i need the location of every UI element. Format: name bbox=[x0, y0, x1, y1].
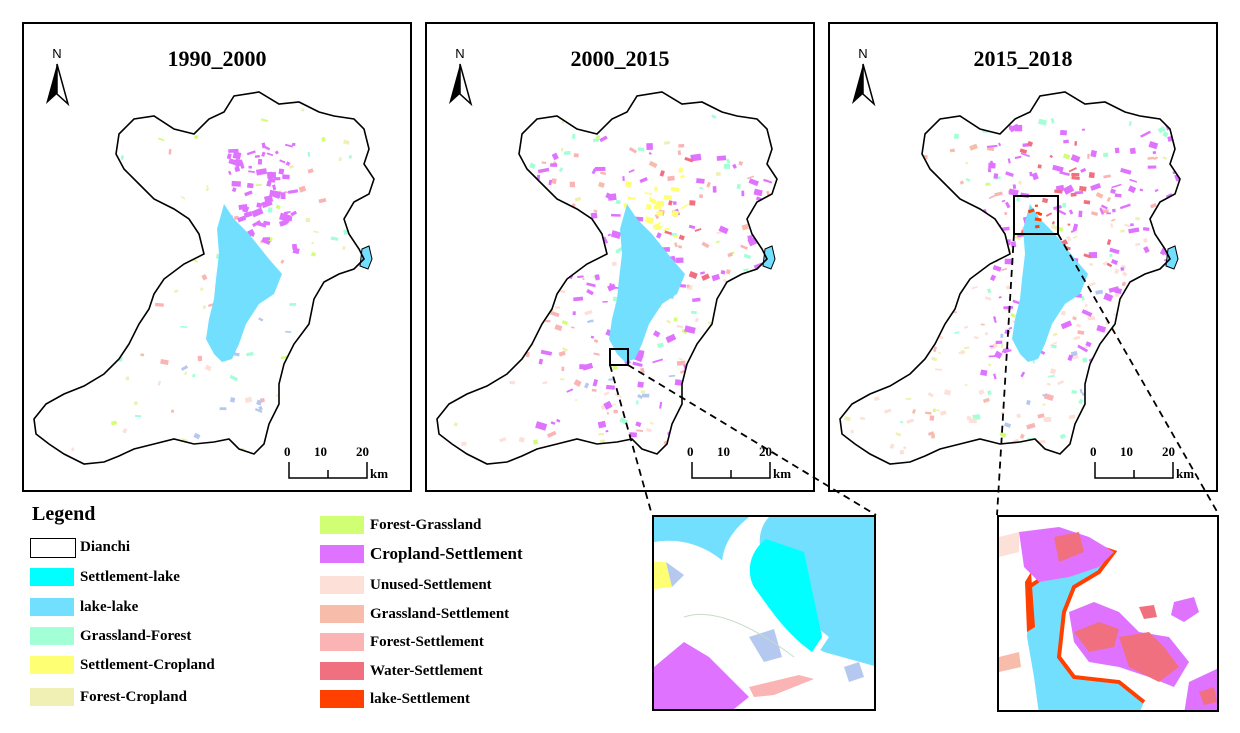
legend-swatch bbox=[320, 690, 364, 708]
legend-swatch bbox=[30, 627, 74, 645]
legend-swatch bbox=[320, 633, 364, 651]
legend-swatch bbox=[320, 662, 364, 680]
inset-map-graphic bbox=[999, 517, 1217, 710]
scale-bar: 0 10 20 km bbox=[284, 444, 389, 481]
inset-map-2015-2018 bbox=[997, 515, 1219, 712]
panel-title: 2000_2015 bbox=[570, 46, 670, 71]
legend-swatch bbox=[320, 545, 364, 563]
north-arrow-icon: N bbox=[848, 46, 878, 108]
panel-title: 2015_2018 bbox=[973, 46, 1073, 71]
map-panel-1990-2000: 1990_2000 N 0 10 20 km bbox=[22, 22, 412, 492]
north-label: N bbox=[455, 46, 465, 61]
legend-label: Grassland-Settlement bbox=[370, 606, 510, 622]
legend-swatch bbox=[320, 576, 364, 594]
north-label: N bbox=[52, 46, 62, 61]
dianchi-lake bbox=[206, 204, 282, 362]
legend-label: Dianchi bbox=[80, 539, 131, 555]
panel-title: 1990_2000 bbox=[167, 46, 267, 71]
dianchi-basin-outline bbox=[33, 91, 375, 465]
legend-label: Settlement-lake bbox=[80, 569, 180, 585]
legend-label: Grassland-Forest bbox=[80, 628, 192, 644]
legend-label: Cropland-Settlement bbox=[370, 544, 523, 563]
scale-bar: 0 10 20 km bbox=[1090, 444, 1195, 481]
legend-label: Unused-Settlement bbox=[370, 577, 492, 593]
dianchi-lake bbox=[609, 204, 685, 362]
north-arrow-icon: N bbox=[445, 46, 475, 108]
legend-swatch bbox=[30, 598, 74, 616]
map-1990-2000 bbox=[33, 91, 375, 465]
map-panel-2000-2015: 2000_2015 N 0 10 20 km bbox=[425, 22, 815, 492]
legend-label: Forest-Cropland bbox=[80, 689, 187, 705]
legend-label: lake-lake bbox=[80, 599, 139, 615]
dianchi-lake bbox=[1012, 204, 1088, 362]
map-2015-2018 bbox=[839, 91, 1181, 465]
scale-bar: 0 10 20 km bbox=[687, 444, 792, 481]
legend-title: Legend bbox=[32, 503, 96, 525]
legend-swatch bbox=[30, 538, 76, 558]
legend-label: Forest-Grassland bbox=[370, 517, 482, 533]
north-arrow-icon: N bbox=[42, 46, 72, 108]
north-label: N bbox=[858, 46, 868, 61]
legend-swatch bbox=[30, 568, 74, 586]
legend-label: Settlement-Cropland bbox=[80, 657, 215, 673]
map-panel-2015-2018: 2015_2018 N 0 10 20 km bbox=[828, 22, 1218, 492]
legend-label: lake-Settlement bbox=[370, 691, 470, 707]
map-2000-2015 bbox=[436, 91, 778, 465]
legend-swatch bbox=[320, 516, 364, 534]
legend-swatch bbox=[30, 688, 74, 706]
legend-label: Forest-Settlement bbox=[370, 634, 484, 650]
legend-label: Water-Settlement bbox=[370, 663, 483, 679]
inset-map-graphic bbox=[654, 517, 874, 709]
inset-map-2000-2015 bbox=[652, 515, 876, 711]
legend-swatch bbox=[320, 605, 364, 623]
dianchi-basin-outline bbox=[839, 91, 1181, 465]
legend-swatch bbox=[30, 656, 74, 674]
